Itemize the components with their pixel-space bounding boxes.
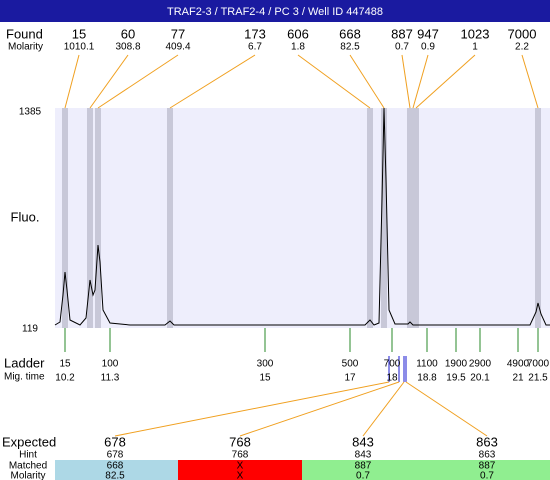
row-label: Molarity xyxy=(10,471,45,480)
expected-molarity: 0.7 xyxy=(480,471,494,480)
expected-matched: X xyxy=(237,461,244,472)
expected-hint: 843 xyxy=(355,450,372,461)
y-max: 1385 xyxy=(19,107,42,118)
peak-size: 173 xyxy=(244,26,266,41)
ladder-time: 11.3 xyxy=(101,373,120,384)
expected-molarity: 0.7 xyxy=(356,471,370,480)
header-title: TRAF2-3 / TRAF2-4 / PC 3 / Well ID 44748… xyxy=(167,6,383,18)
peak-band xyxy=(167,108,173,328)
ladder-time: 10.2 xyxy=(55,373,75,384)
expected-hint: 768 xyxy=(232,450,249,461)
ladder-size: 100 xyxy=(102,359,119,370)
peak-connector xyxy=(401,54,411,109)
peak-size: 77 xyxy=(171,26,185,41)
peak-band xyxy=(87,108,93,328)
ladder-label: Ladder xyxy=(4,355,45,370)
ladder-size: 4900 xyxy=(507,359,530,370)
expected-molarity: X xyxy=(237,471,244,480)
peak-size: 668 xyxy=(339,26,361,41)
ladder-time: 21 xyxy=(512,373,524,384)
expected-connector xyxy=(405,381,488,437)
peak-molarity: 0.9 xyxy=(421,42,435,53)
ladder-size: 7000 xyxy=(527,359,550,370)
expected-matched: 668 xyxy=(107,461,124,472)
peak-molarity: 0.7 xyxy=(395,42,409,53)
expected-expected: 768 xyxy=(229,434,251,449)
expected-hint: 863 xyxy=(479,450,496,461)
peak-size: 887 xyxy=(391,26,413,41)
ladder-size: 500 xyxy=(342,359,359,370)
ladder-time: 19.5 xyxy=(446,373,466,384)
peak-molarity: 1010.1 xyxy=(64,42,95,53)
row-label: Expected xyxy=(2,434,56,449)
ladder-time: 17 xyxy=(344,373,356,384)
expected-expected: 843 xyxy=(352,434,374,449)
molarity-label: Molarity xyxy=(8,42,43,53)
trace xyxy=(54,107,550,326)
peak-molarity: 2.2 xyxy=(515,42,529,53)
peak-molarity: 6.7 xyxy=(248,42,262,53)
peak-connector xyxy=(64,54,80,109)
expected-expected: 678 xyxy=(104,434,126,449)
ladder-size: 1100 xyxy=(416,359,438,370)
peak-molarity: 1.8 xyxy=(291,42,305,53)
peak-molarity: 1 xyxy=(472,42,478,53)
row-label: Hint xyxy=(19,450,37,461)
peak-size: 1023 xyxy=(461,26,490,41)
peak-connector xyxy=(415,54,476,109)
peak-size: 15 xyxy=(72,26,86,41)
peak-connector xyxy=(521,54,539,109)
ladder-time: 20.1 xyxy=(470,373,490,384)
peak-molarity: 82.5 xyxy=(340,42,360,53)
peak-molarity: 308.8 xyxy=(115,42,140,53)
ladder-time: 18.8 xyxy=(417,373,437,384)
cell-matched xyxy=(302,460,550,480)
peak-band xyxy=(413,108,419,328)
peak-size: 7000 xyxy=(508,26,537,41)
expected-molarity: 82.5 xyxy=(105,471,125,480)
peak-band xyxy=(381,108,387,328)
expected-hint: 678 xyxy=(107,450,124,461)
peak-band xyxy=(62,108,68,328)
peak-connector xyxy=(169,54,256,109)
expected-connector xyxy=(239,381,400,437)
header-bar xyxy=(0,0,550,22)
ladder-size: 300 xyxy=(257,359,274,370)
ladder-time: 21.5 xyxy=(528,373,548,384)
row-label: Matched xyxy=(9,461,47,472)
peak-size: 60 xyxy=(121,26,135,41)
expected-expected: 863 xyxy=(476,434,498,449)
peak-band xyxy=(535,108,541,328)
expected-matched: 887 xyxy=(479,461,496,472)
expected-connector xyxy=(362,381,405,437)
ladder-size: 2900 xyxy=(469,359,492,370)
time-label: Mig. time xyxy=(4,372,45,383)
y-label: Fluo. xyxy=(11,209,40,224)
expected-connector xyxy=(114,381,390,437)
plot-area xyxy=(55,108,550,328)
ladder-time: 18 xyxy=(386,373,398,384)
peak-molarity: 409.4 xyxy=(165,42,190,53)
peak-connector xyxy=(412,54,429,109)
y-min: 119 xyxy=(22,324,38,335)
peak-connector xyxy=(89,54,129,109)
peak-band xyxy=(95,108,101,328)
ladder-size: 1900 xyxy=(445,359,468,370)
peak-connector xyxy=(97,54,179,109)
ladder-size: 700 xyxy=(384,359,401,370)
expected-matched: 887 xyxy=(355,461,372,472)
peak-band xyxy=(367,108,373,328)
cell-unmatched xyxy=(178,460,302,480)
peak-connector xyxy=(297,54,371,109)
peak-size: 606 xyxy=(287,26,309,41)
found-label: Found xyxy=(6,26,43,41)
peak-connector xyxy=(349,54,385,109)
ladder-time: 15 xyxy=(259,373,271,384)
cell-matched xyxy=(55,460,178,480)
peak-size: 947 xyxy=(417,26,439,41)
ladder-size: 15 xyxy=(59,359,71,370)
